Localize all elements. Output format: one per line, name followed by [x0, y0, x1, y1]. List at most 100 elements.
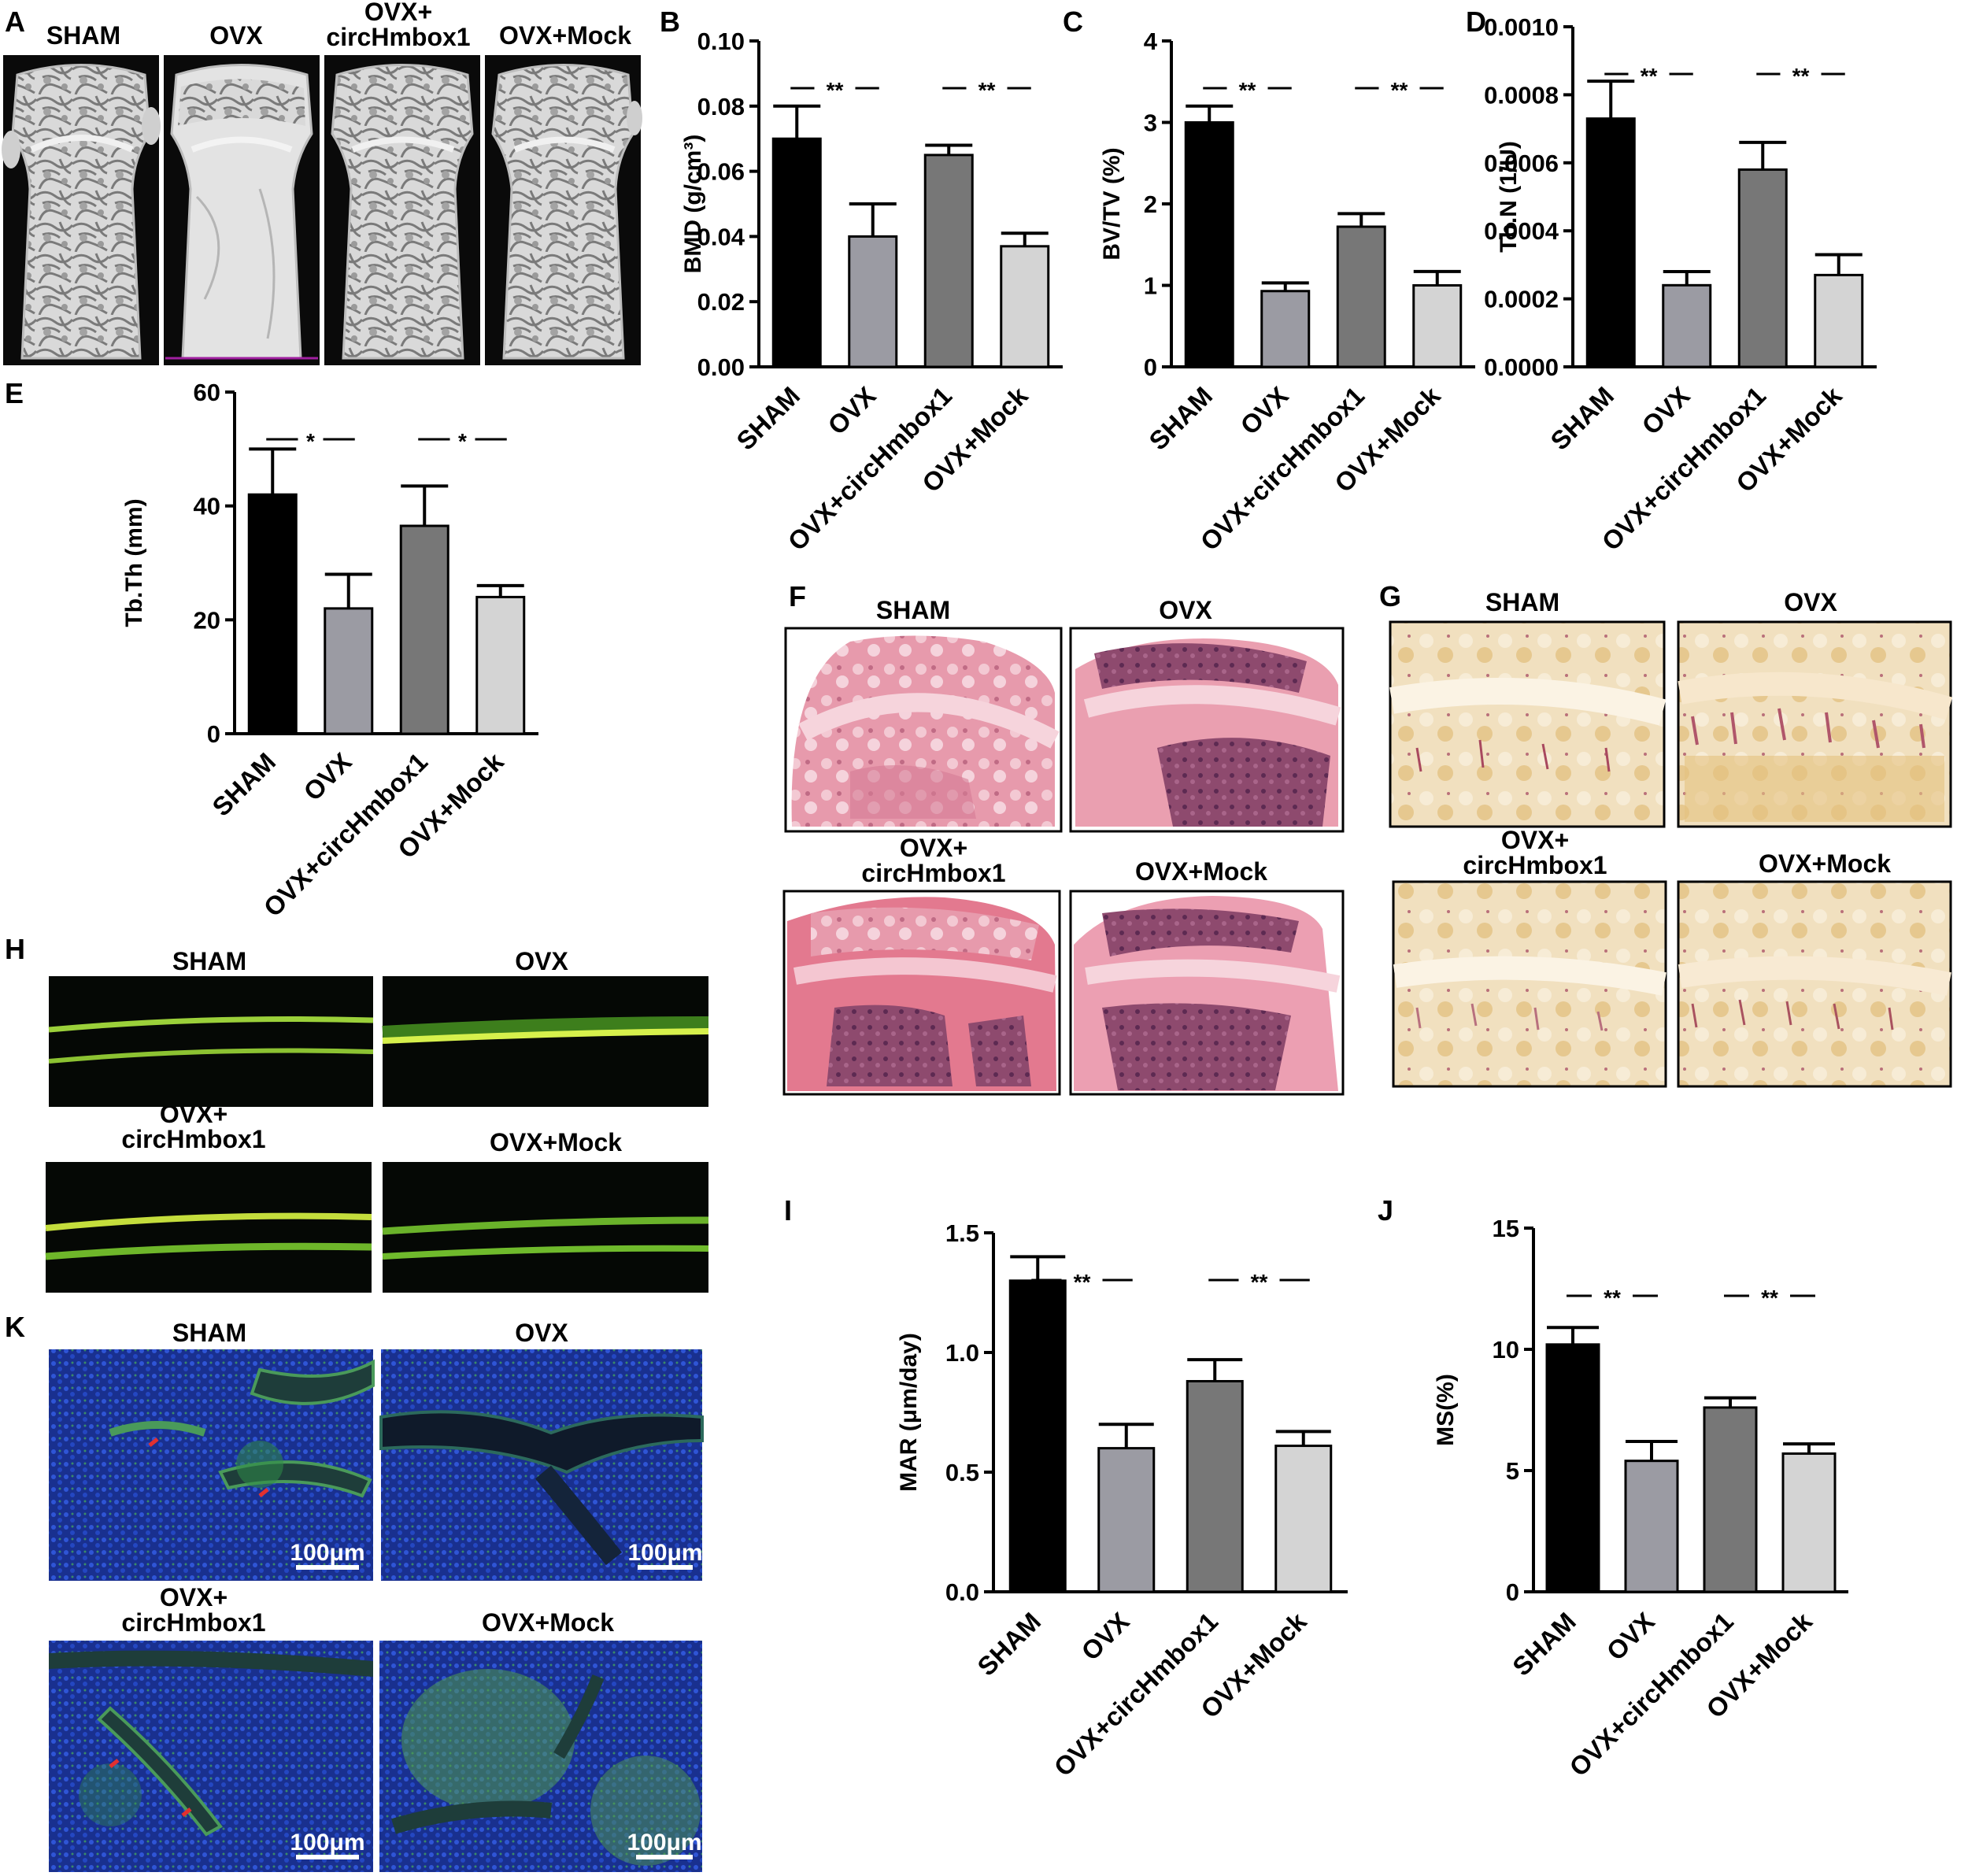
y-tick-label-b: 0.04: [697, 223, 745, 250]
he-image-ovx: [1069, 627, 1345, 833]
panel-letter-f: F: [789, 580, 806, 612]
significance-label-e: *: [306, 429, 315, 453]
scale-bar-label-sham: 100μm: [290, 1540, 364, 1566]
bar-i-3: [1186, 1379, 1244, 1593]
calcein-image-sham: [48, 976, 374, 1107]
y-tick-label-c: 2: [1144, 191, 1157, 218]
bar-c-1: [1184, 121, 1234, 368]
bar-d-2: [1662, 283, 1712, 368]
bar-d-4: [1814, 273, 1864, 368]
calcein-image-mock: [382, 1162, 709, 1293]
he-label-ovx: OVX: [1159, 596, 1212, 624]
microct-image-circ: [324, 55, 480, 365]
significance-label-b: **: [978, 78, 996, 102]
calcein-label-ovx: OVX: [515, 947, 568, 975]
calcein-label-sham: SHAM: [172, 947, 246, 975]
he-label-circ-line2: circHmbox1: [861, 859, 1005, 887]
bar-e-2: [324, 607, 374, 735]
y-axis-title-c: BV/TV (%): [1099, 147, 1125, 260]
scale-bar-label-ovx: 100μm: [627, 1540, 702, 1566]
if-label-circ-line2: circHmbox1: [121, 1608, 265, 1637]
y-tick-label-d: 0.0004: [1484, 217, 1559, 245]
scale-bar-label-mock: 100μm: [627, 1830, 701, 1856]
calcein-label-mock: OVX+Mock: [490, 1128, 622, 1156]
category-label-j: OVX: [1600, 1607, 1659, 1666]
panel-letter-d: D: [1466, 6, 1486, 38]
bar-c-2: [1260, 290, 1311, 368]
y-tick-label-c: 1: [1144, 272, 1157, 300]
if-label-sham: SHAM: [172, 1319, 246, 1347]
scale-bar-label-circ: 100μm: [290, 1830, 364, 1856]
bar-b-4: [1000, 245, 1050, 368]
if-image-ovx: 100μm: [379, 1349, 704, 1581]
panel-h-calcein-labeling: SHAM OVX OVX+ circHmbox1 OVX+Mock: [45, 947, 709, 1293]
trap-label-circ-line1: OVX+: [1501, 826, 1569, 854]
chart-b-bmd: 0.00 0.02 0.04 0.06 0.08 0.10 BMD (g/cm³) SHAM O…: [680, 28, 1063, 556]
y-tick-label-b: 0.00: [697, 353, 745, 381]
category-label-d: SHAM: [1544, 381, 1619, 456]
significance-label-c: **: [1239, 78, 1256, 102]
significance-label-d: **: [1641, 64, 1658, 88]
y-tick-label-j: 10: [1493, 1336, 1519, 1364]
category-label-c: SHAM: [1143, 381, 1218, 456]
significance-label-j: **: [1604, 1286, 1621, 1310]
trap-label-sham: SHAM: [1485, 588, 1559, 616]
y-tick-label-i: 1.5: [945, 1219, 979, 1247]
microct-label-circ-line2: circHmbox1: [326, 23, 470, 51]
he-label-sham: SHAM: [876, 596, 950, 624]
y-tick-label-d: 0.0000: [1484, 353, 1559, 381]
trap-label-mock: OVX+Mock: [1759, 849, 1891, 878]
y-tick-label-e: 40: [194, 493, 220, 520]
y-axis-title-e: Tb.Th (mm): [121, 498, 147, 627]
trap-image-mock: [1677, 880, 1952, 1088]
y-tick-label-j: 5: [1506, 1457, 1519, 1485]
category-label-i: SHAM: [971, 1607, 1046, 1682]
panel-f-he-staining: SHAM OVX OVX+ circHmbox1 OVX+Mock: [782, 596, 1345, 1096]
y-axis-title-j: MS(%): [1433, 1374, 1459, 1446]
microct-label-mock: OVX+Mock: [499, 21, 631, 50]
microct-label-circ-line1: OVX+: [364, 0, 432, 26]
y-tick-label-c: 0: [1144, 353, 1157, 381]
significance-label-c: **: [1391, 78, 1408, 102]
microct-image-ovx: [164, 55, 320, 365]
he-image-circ: [782, 890, 1061, 1096]
bar-e-3: [399, 524, 449, 735]
y-axis-title-i: MAR (μm/day): [896, 1333, 922, 1492]
trap-label-ovx: OVX: [1784, 588, 1837, 616]
bar-b-2: [848, 235, 898, 368]
y-tick-label-e: 0: [207, 720, 220, 748]
y-tick-label-b: 0.02: [697, 288, 745, 316]
if-label-ovx: OVX: [515, 1319, 568, 1347]
y-tick-label-b: 0.08: [697, 93, 745, 120]
y-tick-label-i: 0.0: [945, 1578, 979, 1606]
panel-letter-h: H: [5, 933, 25, 965]
bar-i-1: [1008, 1279, 1067, 1593]
significance-label-b: **: [827, 78, 844, 102]
y-tick-label-j: 0: [1506, 1578, 1519, 1606]
bar-j-3: [1703, 1406, 1758, 1593]
trap-label-circ-line2: circHmbox1: [1463, 851, 1607, 879]
y-tick-label-c: 3: [1144, 109, 1157, 137]
category-label-i: OVX: [1075, 1607, 1134, 1666]
trap-image-sham: [1389, 620, 1667, 828]
bar-j-2: [1624, 1460, 1679, 1593]
category-label-e: OVX: [298, 747, 357, 806]
he-image-mock: [1069, 890, 1345, 1096]
y-tick-label-d: 0.0002: [1484, 286, 1559, 313]
panel-g-trap-staining: SHAM OVX OVX+ circHmbox1 OVX+Mock: [1389, 588, 1953, 1088]
microct-label-sham: SHAM: [46, 21, 120, 50]
if-label-mock: OVX+Mock: [482, 1608, 614, 1637]
y-tick-label-d: 0.0010: [1484, 13, 1559, 41]
panel-a-microct: SHAM OVX OVX+ circHmbox1 OVX+Mock: [2, 0, 642, 365]
category-label-b: OVX: [822, 381, 881, 440]
y-axis-title-b: BMD (g/cm³): [680, 135, 706, 274]
bar-c-3: [1336, 225, 1386, 368]
bar-b-1: [771, 137, 822, 368]
bar-e-4: [475, 595, 526, 735]
panel-letter-b: B: [660, 6, 680, 38]
if-image-circ: 100μm: [49, 1641, 373, 1872]
